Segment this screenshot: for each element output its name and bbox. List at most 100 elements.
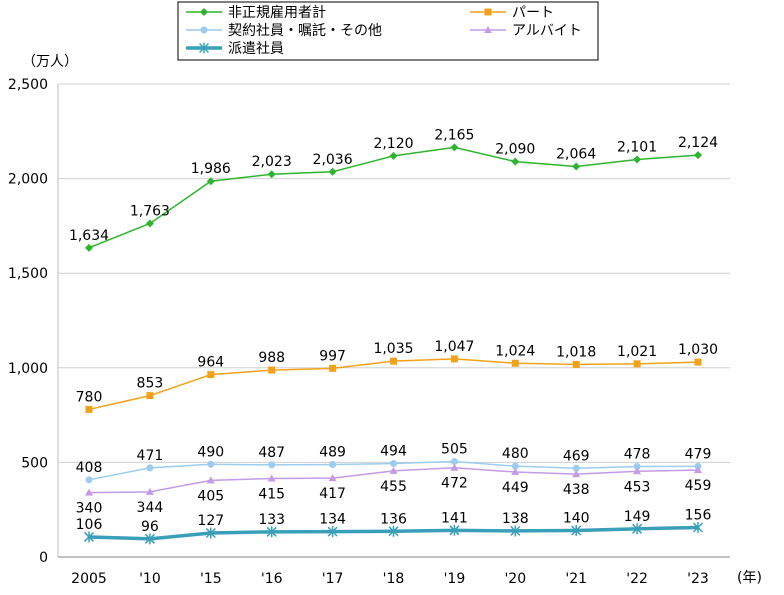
series-3 <box>85 463 702 496</box>
data-point <box>390 357 397 365</box>
y-tick-label: 1,500 <box>8 266 48 282</box>
data-label: 1,634 <box>69 228 109 244</box>
data-point <box>389 466 398 474</box>
data-point <box>511 468 520 476</box>
legend-label: 派遣社員 <box>228 41 284 57</box>
data-label: 490 <box>197 444 224 460</box>
data-point <box>389 151 398 160</box>
data-point <box>206 476 215 484</box>
data-label: 489 <box>319 444 346 460</box>
data-point <box>145 219 154 228</box>
x-tick-label: '20 <box>504 571 526 587</box>
data-label: 1,986 <box>191 161 231 177</box>
data-point <box>85 405 93 413</box>
data-point <box>85 488 93 496</box>
data-point <box>329 460 337 468</box>
data-point <box>145 487 154 495</box>
data-label: 127 <box>197 513 224 529</box>
y-tick-label: 500 <box>21 455 48 471</box>
data-label: 449 <box>502 480 529 496</box>
x-tick-label: '23 <box>687 571 709 587</box>
data-point <box>207 460 215 468</box>
legend-item: 契約社員・嘱託・その他 <box>186 23 382 39</box>
data-label: 853 <box>137 376 164 392</box>
data-point <box>572 470 581 478</box>
data-label: 2,101 <box>617 139 657 155</box>
data-label: 1,763 <box>130 203 170 219</box>
legend-item: アルバイト <box>470 23 582 39</box>
data-label: 472 <box>441 476 468 492</box>
data-label: 133 <box>258 512 285 528</box>
data-point <box>511 157 520 166</box>
data-label: 2,165 <box>434 127 474 143</box>
data-label: 2,120 <box>373 136 413 152</box>
data-label: 2,023 <box>252 154 292 170</box>
data-point <box>205 527 216 539</box>
data-label: 2,036 <box>313 152 353 168</box>
x-tick-label: '19 <box>444 571 466 587</box>
y-tick-label: 0 <box>39 550 48 566</box>
data-point <box>146 464 154 472</box>
series-line <box>88 146 699 249</box>
data-label: 106 <box>76 517 103 533</box>
data-label: 478 <box>624 447 651 463</box>
data-label: 134 <box>319 512 346 528</box>
data-label: 141 <box>441 510 468 526</box>
series-2 <box>85 457 702 484</box>
y-tick-label: 2,500 <box>8 77 48 93</box>
x-tick-label: '16 <box>261 571 283 587</box>
data-label: 156 <box>685 507 712 523</box>
data-label: 340 <box>76 501 103 517</box>
data-point <box>390 460 397 468</box>
data-label: 453 <box>624 479 651 495</box>
data-label: 138 <box>502 511 529 527</box>
data-point <box>207 371 215 379</box>
data-point <box>268 366 276 374</box>
series-line <box>88 358 699 411</box>
data-point <box>449 524 460 536</box>
legend-marker <box>200 26 208 34</box>
x-tick-labels: 2005 '10 '15 '16 '17 '18 '19 '20 '21 '22 '23 <box>71 571 709 587</box>
legend-box <box>177 1 599 61</box>
legend-item: 非正規雇用者計 <box>186 4 326 21</box>
data-label: 780 <box>76 389 103 405</box>
data-point <box>633 463 641 471</box>
data-point <box>572 464 580 472</box>
data-point <box>85 243 93 252</box>
legend-item: パート <box>470 5 554 21</box>
data-label: 997 <box>319 348 346 364</box>
x-tick-label: '21 <box>565 571 587 587</box>
data-label: 1,021 <box>617 344 657 360</box>
data-point <box>266 526 277 538</box>
data-label: 455 <box>380 479 407 495</box>
y-tick-labels: 0 500 1,000 1,500 2,000 2,500 <box>8 77 48 566</box>
data-point <box>83 531 95 543</box>
data-point <box>450 463 459 471</box>
data-label: 480 <box>502 446 529 462</box>
data-label: 1,024 <box>495 343 535 359</box>
data-point <box>511 462 519 470</box>
series-lines <box>83 143 704 545</box>
data-point <box>633 467 642 475</box>
legend-label: 非正規雇用者計 <box>228 4 326 21</box>
data-point <box>146 392 154 400</box>
data-point <box>633 360 641 368</box>
data-label: 469 <box>563 448 590 464</box>
data-point <box>694 358 702 366</box>
data-label: 964 <box>197 355 224 371</box>
data-point <box>571 525 582 537</box>
legend-marker <box>200 8 208 16</box>
data-label: 438 <box>563 482 590 498</box>
series-1 <box>85 355 702 413</box>
data-label: 1,047 <box>434 339 474 355</box>
data-point <box>268 461 276 469</box>
data-label: 405 <box>197 488 224 504</box>
legend-marker <box>484 26 492 33</box>
data-label: 149 <box>624 509 651 525</box>
data-point <box>329 364 337 372</box>
data-point <box>388 525 399 537</box>
legend-item: 派遣社員 <box>186 41 284 57</box>
data-label: 2,090 <box>495 142 535 158</box>
data-point <box>510 525 521 537</box>
data-point <box>327 526 338 538</box>
